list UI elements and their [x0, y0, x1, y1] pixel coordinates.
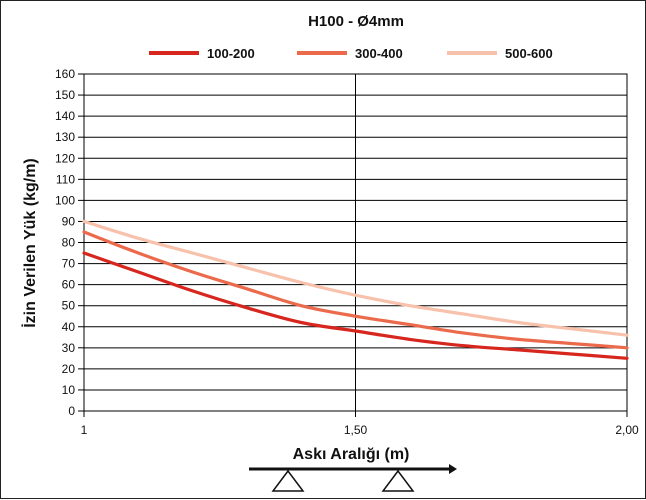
x-axis-label: Askı Aralığı (m): [293, 446, 410, 463]
y-tick-label: 80: [62, 236, 76, 250]
series-line-500-600: [82, 219, 629, 337]
legend-label: 100-200: [207, 46, 255, 61]
legend-label: 500-600: [505, 46, 553, 61]
y-tick-label: 10: [62, 383, 76, 397]
chart-title: H100 - Ø4mm: [308, 13, 404, 30]
series-line-300-400: [82, 230, 629, 350]
legend-label: 300-400: [355, 46, 403, 61]
arrow-head-icon: [449, 464, 457, 474]
series-layer: [82, 219, 629, 360]
y-tick-label: 110: [56, 172, 75, 186]
x-tick-label: 2,00: [615, 423, 639, 437]
support-triangle-icon: [271, 469, 305, 492]
y-tick-label: 100: [55, 193, 75, 207]
support-triangle-icon: [381, 469, 415, 492]
y-tick-label: 0: [68, 404, 75, 418]
y-tick-label: 150: [55, 88, 75, 102]
y-tick-label: 120: [55, 151, 75, 165]
x-tick-label: 1,50: [344, 423, 368, 437]
y-tick-label: 140: [55, 109, 75, 123]
plot-area-border: [83, 73, 628, 412]
y-tick-label: 90: [62, 214, 76, 228]
x-tick-label: 1: [81, 423, 88, 437]
y-tick-label: 20: [62, 362, 76, 376]
axes: 0 10 20 30 40 50 60 70 80 90 100 110 120 130 140 150 160…: [55, 67, 639, 437]
span-diagram: [249, 464, 457, 492]
legend: 100-200 300-400 500-600: [149, 46, 553, 61]
y-tick-label: 30: [62, 341, 76, 355]
y-axis-label: İzin Verilen Yük (kg/m): [21, 158, 39, 328]
grid: [83, 73, 628, 412]
y-tick-label: 50: [62, 299, 76, 313]
y-tick-label: 60: [62, 278, 76, 292]
y-tick-label: 160: [55, 67, 75, 81]
series-line-100-200: [82, 251, 629, 360]
y-tick-label: 40: [62, 320, 76, 334]
y-tick-label: 130: [55, 130, 75, 144]
y-tick-label: 70: [62, 257, 76, 271]
